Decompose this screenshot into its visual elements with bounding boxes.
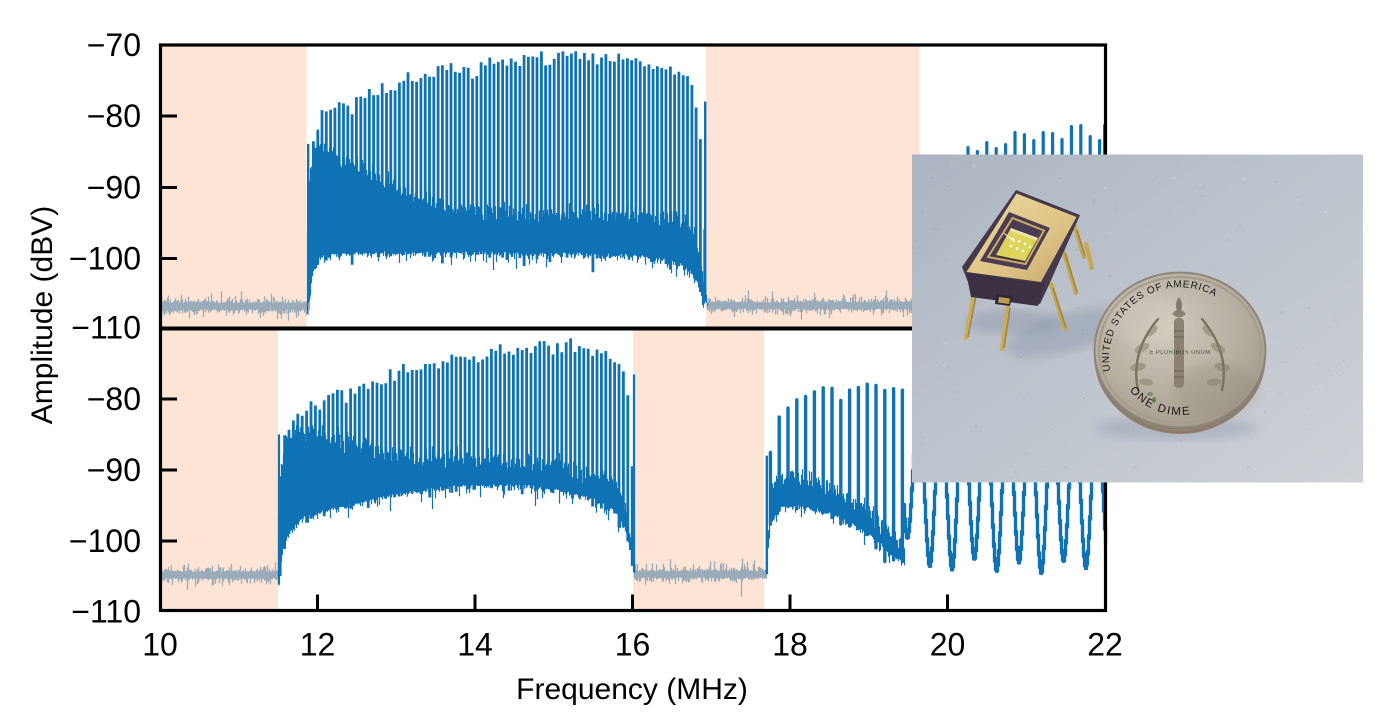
svg-text:−100: −100 <box>69 523 141 559</box>
svg-text:−110: −110 <box>71 310 141 346</box>
svg-text:14: 14 <box>457 627 493 663</box>
svg-text:−70: −70 <box>87 27 141 63</box>
svg-text:20: 20 <box>930 627 966 663</box>
svg-text:16: 16 <box>615 627 651 663</box>
svg-text:Frequency (MHz): Frequency (MHz) <box>516 673 748 706</box>
svg-text:12: 12 <box>300 627 336 663</box>
svg-text:E PLURIBUS UNUM: E PLURIBUS UNUM <box>1149 350 1210 356</box>
svg-text:−80: −80 <box>87 381 141 417</box>
svg-text:−80: −80 <box>87 98 141 134</box>
svg-text:−90: −90 <box>87 452 141 488</box>
svg-text:18: 18 <box>772 627 808 663</box>
svg-text:−90: −90 <box>87 170 141 206</box>
svg-text:−110: −110 <box>71 594 141 630</box>
svg-text:−100: −100 <box>69 241 141 277</box>
svg-text:22: 22 <box>1087 627 1123 663</box>
svg-text:10: 10 <box>142 627 178 663</box>
svg-text:Amplitude (dBV): Amplitude (dBV) <box>26 206 59 424</box>
